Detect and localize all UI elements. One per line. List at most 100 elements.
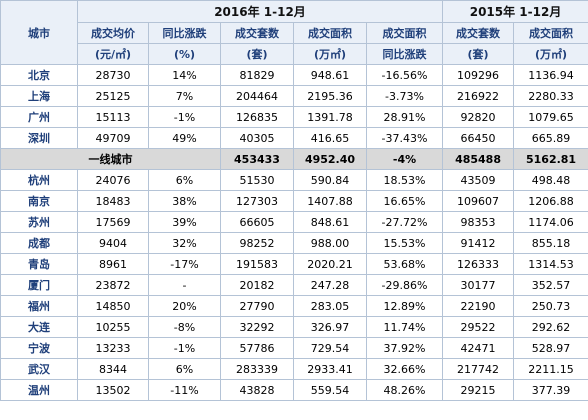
cell: 2195.36 bbox=[293, 85, 367, 107]
cell: 1206.88 bbox=[513, 190, 588, 212]
cell: - bbox=[148, 274, 221, 296]
table-row: 北京 28730 14% 81829 948.61 -16.56% 109296 1136.9… bbox=[0, 64, 588, 86]
cell: 49% bbox=[148, 127, 221, 149]
table-row: 青岛 8961 -17% 191583 2020.21 53.68% 126333 1314.… bbox=[0, 253, 588, 275]
cell: 250.73 bbox=[513, 295, 588, 317]
cell: -27.72% bbox=[365, 211, 444, 233]
header-period: 2015年 1-12月 bbox=[442, 0, 588, 23]
header-label: 成交套数 bbox=[220, 22, 294, 44]
cell: 1407.88 bbox=[293, 190, 367, 212]
cell: 498.48 bbox=[513, 169, 588, 191]
city-name: 温州 bbox=[0, 379, 78, 401]
cell: 109607 bbox=[442, 190, 515, 212]
header-unit: (万㎡) bbox=[513, 43, 588, 65]
header-label: 同比涨跌 bbox=[148, 22, 221, 44]
cell: 1079.65 bbox=[513, 106, 588, 128]
cell: 2280.33 bbox=[513, 85, 588, 107]
cell: -8% bbox=[148, 316, 221, 338]
cell: 109296 bbox=[442, 64, 515, 86]
cell: 20% bbox=[148, 295, 221, 317]
cell: 127303 bbox=[220, 190, 294, 212]
table-body: 城市 2016年 1-12月 2015年 1-12月 成交均价 同比涨跌 成交套数 成交面积… bbox=[0, 0, 588, 401]
cell: 98353 bbox=[442, 211, 515, 233]
cell: 49709 bbox=[77, 127, 149, 149]
cell: 15113 bbox=[77, 106, 149, 128]
cell: 1314.53 bbox=[513, 253, 588, 275]
cell: 20182 bbox=[220, 274, 294, 296]
header-unit: (套) bbox=[442, 43, 515, 65]
cell: -16.56% bbox=[365, 64, 444, 86]
city-name: 广州 bbox=[0, 106, 78, 128]
cell: 18483 bbox=[77, 190, 149, 212]
cell: 66605 bbox=[220, 211, 294, 233]
table-row: (元/㎡) (%) (套) (万㎡) 同比涨跌 (套) (万㎡) bbox=[1, 43, 588, 65]
cell: 27790 bbox=[220, 295, 294, 317]
cell: 352.57 bbox=[513, 274, 588, 296]
table-row: 成都 9404 32% 98252 988.00 15.53% 91412 855.18 bbox=[0, 232, 588, 254]
cell: 9404 bbox=[77, 232, 149, 254]
cell: 13233 bbox=[77, 337, 149, 359]
table-row: 福州 14850 20% 27790 283.05 12.89% 22190 250.73 bbox=[0, 295, 588, 317]
cell: -1% bbox=[148, 106, 221, 128]
cell: 98252 bbox=[220, 232, 294, 254]
cell: 11.74% bbox=[365, 316, 444, 338]
cell: 191583 bbox=[220, 253, 294, 275]
cell: 16.65% bbox=[365, 190, 444, 212]
header-city: 城市 bbox=[0, 0, 78, 65]
cell: 81829 bbox=[220, 64, 294, 86]
cell: 283.05 bbox=[293, 295, 367, 317]
cell: 126835 bbox=[220, 106, 294, 128]
cell: 2933.41 bbox=[293, 358, 367, 380]
cell: 1391.78 bbox=[293, 106, 367, 128]
cell: 2020.21 bbox=[293, 253, 367, 275]
cell: 1174.06 bbox=[513, 211, 588, 233]
table-row: 一线城市 453433 4952.40 -4% 485488 5162.81 bbox=[0, 148, 588, 170]
city-name: 福州 bbox=[0, 295, 78, 317]
header-unit: (元/㎡) bbox=[77, 43, 149, 65]
summary-cell: 5162.81 bbox=[513, 148, 588, 170]
cell: 848.61 bbox=[293, 211, 367, 233]
cell: 15.53% bbox=[365, 232, 444, 254]
cell: 665.89 bbox=[513, 127, 588, 149]
cell: 25125 bbox=[77, 85, 149, 107]
cell: 988.00 bbox=[293, 232, 367, 254]
header-label: 成交套数 bbox=[442, 22, 515, 44]
cell: 283339 bbox=[220, 358, 294, 380]
cell: 32292 bbox=[220, 316, 294, 338]
table-row: 成交均价 同比涨跌 成交套数 成交面积 成交面积 成交套数 成交面积 bbox=[1, 22, 588, 44]
city-name: 深圳 bbox=[0, 127, 78, 149]
cell: 42471 bbox=[442, 337, 515, 359]
cell: 43828 bbox=[220, 379, 294, 401]
header-period: 2016年 1-12月 bbox=[76, 0, 444, 23]
summary-cell: 485488 bbox=[442, 148, 515, 170]
city-name: 青岛 bbox=[0, 253, 78, 275]
cell: 28730 bbox=[77, 64, 149, 86]
summary-cell: 453433 bbox=[220, 148, 294, 170]
cell: 1136.94 bbox=[513, 64, 588, 86]
table-row: 南京 18483 38% 127303 1407.88 16.65% 109607 1206.… bbox=[0, 190, 588, 212]
city-name: 北京 bbox=[0, 64, 78, 86]
cell: 247.28 bbox=[293, 274, 367, 296]
cell: 23872 bbox=[77, 274, 149, 296]
header-unit: 同比涨跌 bbox=[365, 43, 444, 65]
cell: 32% bbox=[148, 232, 221, 254]
cell: 217742 bbox=[442, 358, 515, 380]
cell: 92820 bbox=[442, 106, 515, 128]
cell: 66450 bbox=[442, 127, 515, 149]
header-label: 成交均价 bbox=[77, 22, 149, 44]
cell: 37.92% bbox=[365, 337, 444, 359]
header-unit: (套) bbox=[220, 43, 294, 65]
summary-label: 一线城市 bbox=[0, 148, 221, 170]
cell: 43509 bbox=[442, 169, 515, 191]
cell: 17569 bbox=[77, 211, 149, 233]
table-row: 温州 13502 -11% 43828 559.54 48.26% 29215 377.39 bbox=[0, 379, 588, 401]
header-unit: (万㎡) bbox=[293, 43, 367, 65]
city-name: 武汉 bbox=[0, 358, 78, 380]
cell: 91412 bbox=[442, 232, 515, 254]
cell: 292.62 bbox=[513, 316, 588, 338]
cell: 590.84 bbox=[293, 169, 367, 191]
header-unit: (%) bbox=[148, 43, 221, 65]
header-label: 成交面积 bbox=[365, 22, 444, 44]
cell: 416.65 bbox=[293, 127, 367, 149]
cell: 216922 bbox=[442, 85, 515, 107]
